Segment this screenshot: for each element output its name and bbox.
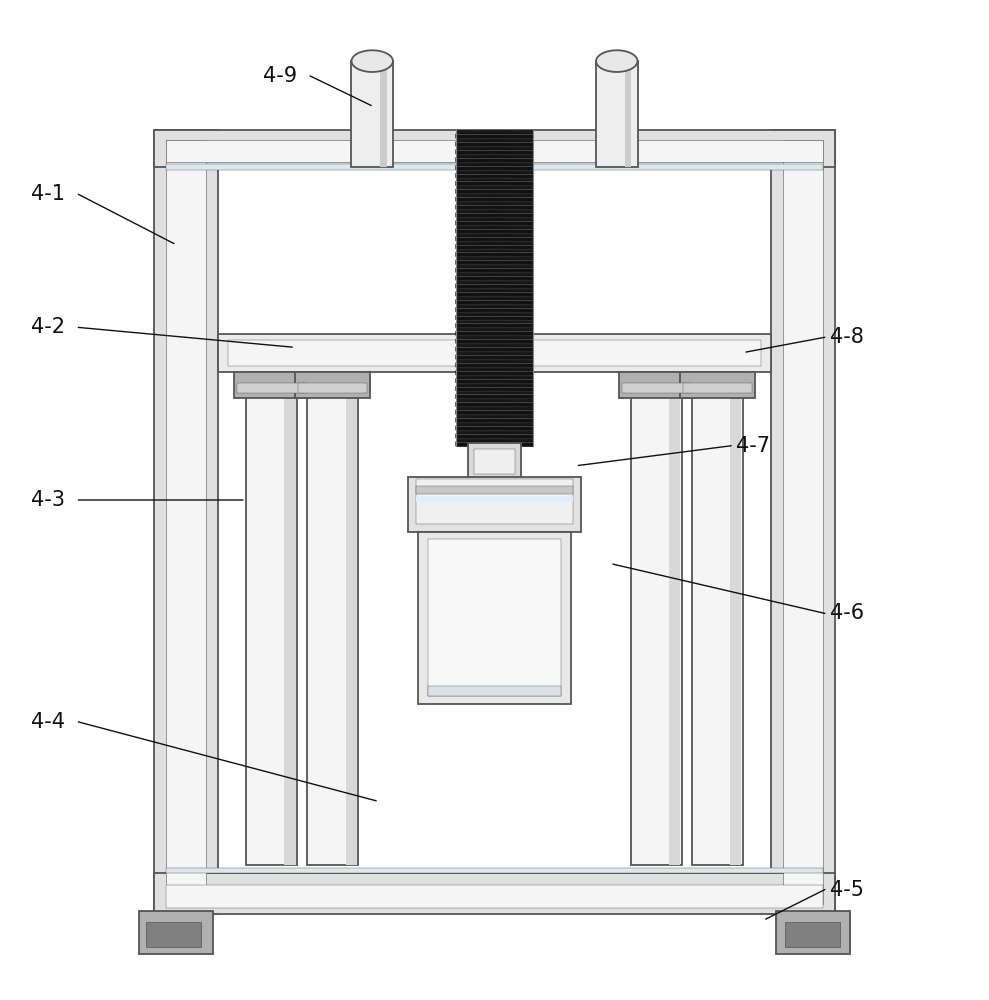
Polygon shape [456, 283, 533, 288]
Polygon shape [456, 204, 533, 209]
Polygon shape [456, 362, 533, 367]
Polygon shape [456, 275, 533, 280]
Bar [775, 911, 850, 954]
Polygon shape [456, 251, 533, 256]
Bar [166, 140, 206, 904]
Polygon shape [456, 172, 533, 178]
Bar [381, 61, 387, 167]
Polygon shape [456, 307, 533, 312]
Polygon shape [456, 180, 533, 185]
Polygon shape [456, 157, 533, 162]
Polygon shape [456, 188, 533, 193]
Polygon shape [456, 370, 533, 375]
Bar [154, 873, 835, 914]
Bar [166, 885, 823, 908]
Polygon shape [456, 141, 533, 146]
Bar [416, 486, 573, 494]
Bar [783, 140, 823, 904]
Bar [166, 140, 823, 162]
Bar [770, 130, 835, 914]
Text: 4-5: 4-5 [830, 880, 863, 900]
Polygon shape [456, 243, 533, 249]
Bar [418, 532, 571, 704]
Polygon shape [456, 378, 533, 383]
Bar [682, 383, 752, 393]
Bar [408, 477, 581, 532]
Ellipse shape [596, 50, 638, 72]
Polygon shape [456, 133, 533, 138]
Bar [154, 130, 219, 914]
Bar [299, 383, 367, 393]
Bar [730, 372, 742, 865]
Polygon shape [456, 425, 533, 430]
Polygon shape [456, 417, 533, 422]
Polygon shape [456, 393, 533, 398]
Bar [416, 479, 573, 524]
Text: 4-3: 4-3 [31, 490, 65, 510]
Polygon shape [456, 385, 533, 391]
Bar [428, 686, 561, 696]
Polygon shape [456, 149, 533, 154]
Bar [631, 372, 681, 865]
Bar [228, 340, 761, 366]
Polygon shape [456, 346, 533, 351]
Text: 4-7: 4-7 [736, 436, 770, 456]
Bar [296, 372, 370, 398]
Polygon shape [456, 338, 533, 343]
Bar [416, 496, 573, 502]
Bar [625, 61, 631, 167]
Polygon shape [456, 228, 533, 233]
Bar [237, 383, 307, 393]
Bar [219, 334, 770, 372]
Polygon shape [456, 401, 533, 406]
Polygon shape [456, 235, 533, 241]
Bar [619, 372, 693, 398]
Polygon shape [456, 164, 533, 170]
Polygon shape [456, 220, 533, 225]
Bar [691, 372, 743, 865]
Polygon shape [456, 330, 533, 335]
Polygon shape [456, 259, 533, 264]
Polygon shape [456, 212, 533, 217]
Polygon shape [456, 299, 533, 304]
Polygon shape [456, 314, 533, 320]
Bar [146, 922, 201, 947]
Text: 4-6: 4-6 [830, 603, 864, 623]
Polygon shape [456, 354, 533, 359]
Bar [234, 372, 310, 398]
Polygon shape [456, 196, 533, 201]
Polygon shape [456, 441, 533, 446]
Bar [154, 130, 835, 167]
Bar [285, 372, 296, 865]
Bar [670, 372, 680, 865]
Bar [428, 539, 561, 696]
Bar [596, 61, 638, 167]
Bar [166, 868, 823, 873]
Bar [456, 130, 533, 446]
Text: 4-9: 4-9 [263, 66, 297, 86]
Bar [679, 372, 755, 398]
Bar [139, 911, 214, 954]
Polygon shape [456, 322, 533, 327]
Polygon shape [456, 409, 533, 414]
Text: 4-4: 4-4 [31, 712, 65, 732]
Text: 4-2: 4-2 [31, 317, 65, 337]
Bar [622, 383, 690, 393]
Bar [345, 372, 357, 865]
Bar [351, 61, 393, 167]
Ellipse shape [351, 50, 393, 72]
Polygon shape [456, 433, 533, 438]
Bar [246, 372, 298, 865]
Text: 4-1: 4-1 [31, 184, 65, 204]
Text: 4-8: 4-8 [830, 327, 863, 347]
Bar [308, 372, 358, 865]
Polygon shape [456, 291, 533, 296]
Bar [468, 443, 521, 480]
Bar [474, 449, 515, 474]
Bar [785, 922, 840, 947]
Polygon shape [456, 267, 533, 272]
Bar [166, 164, 823, 170]
